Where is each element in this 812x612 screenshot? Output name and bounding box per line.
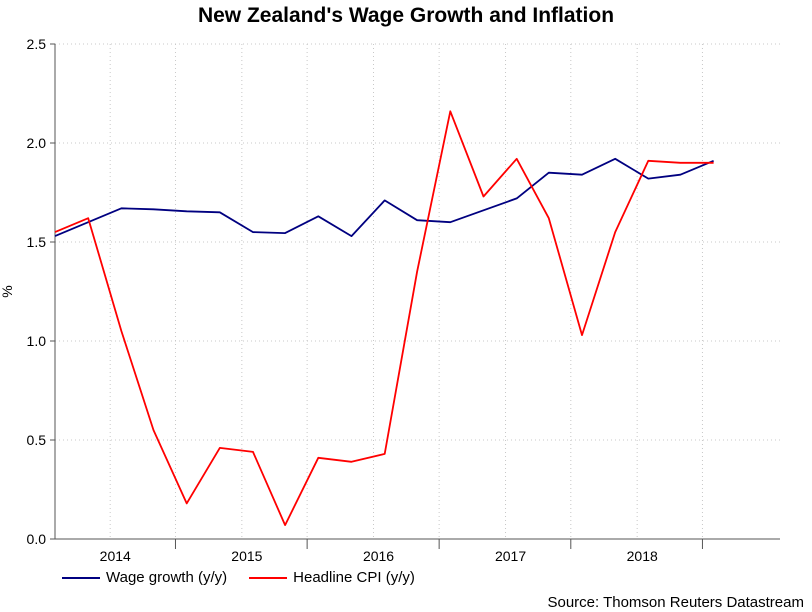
legend: Wage growth (y/y) Headline CPI (y/y) (62, 569, 437, 586)
y-tick-label: 0.5 (27, 432, 47, 448)
legend-item-wage: Wage growth (y/y) (62, 569, 227, 586)
legend-label-cpi: Headline CPI (y/y) (293, 569, 415, 586)
x-tick-label: 2017 (495, 548, 526, 564)
x-tick-label: 2016 (363, 548, 394, 564)
legend-swatch-cpi (249, 576, 288, 579)
y-axis-label: % (0, 285, 15, 297)
y-tick-label: 1.5 (27, 234, 47, 250)
x-tick-label: 2014 (100, 548, 131, 564)
chart-title: New Zealand's Wage Growth and Inflation (197, 4, 615, 27)
wage-growth-line (54, 157, 714, 238)
y-tick-label: 2.0 (27, 135, 47, 151)
legend-item-cpi: Headline CPI (y/y) (249, 569, 415, 586)
y-tick-label: 1.0 (27, 333, 47, 349)
y-tick-label: 2.5 (27, 36, 47, 52)
headline-cpi-line (54, 110, 714, 526)
source-note: Source: Thomson Reuters Datastream (547, 594, 804, 611)
x-tick-label: 2015 (231, 548, 262, 564)
legend-label-wage: Wage growth (y/y) (106, 569, 228, 586)
x-tick-label: 2018 (627, 548, 658, 564)
y-tick-label: 0.0 (27, 531, 47, 547)
legend-swatch-wage (62, 576, 100, 579)
